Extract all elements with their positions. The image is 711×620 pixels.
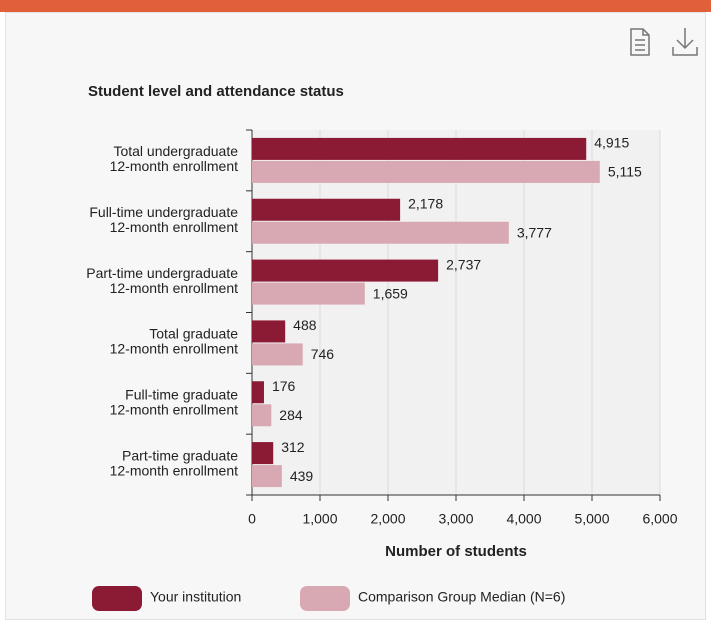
- legend-label: Comparison Group Median (N=6): [358, 589, 565, 605]
- value-label: 176: [272, 378, 296, 394]
- value-label: 3,777: [517, 224, 552, 240]
- x-tick-label: 3,000: [438, 511, 473, 527]
- y-tick-label: Total graduate: [149, 326, 238, 342]
- value-label: 2,178: [408, 195, 443, 211]
- y-tick-label: 12-month enrollment: [110, 462, 239, 478]
- x-tick-label: 6,000: [642, 511, 677, 527]
- legend-swatch: [92, 586, 142, 611]
- bar: [252, 282, 365, 305]
- bar: [252, 320, 286, 343]
- value-label: 5,115: [608, 164, 642, 180]
- bar: [252, 465, 282, 488]
- value-label: 1,659: [373, 285, 408, 301]
- y-tick-label: Full-time undergraduate: [89, 204, 238, 220]
- x-tick-label: 1,000: [302, 511, 337, 527]
- y-tick-label: 12-month enrollment: [110, 219, 239, 235]
- value-label: 312: [281, 439, 305, 455]
- y-tick-label: 12-month enrollment: [110, 341, 239, 357]
- value-label: 2,737: [446, 256, 481, 272]
- bar: [252, 343, 303, 366]
- download-icon[interactable]: [672, 28, 698, 56]
- x-axis-title: Number of students: [385, 543, 527, 560]
- value-label: 746: [311, 346, 335, 362]
- y-tick-label: Full-time graduate: [125, 386, 238, 402]
- bar: [252, 137, 587, 160]
- bar: [252, 160, 600, 183]
- legend-swatch: [300, 586, 350, 611]
- y-tick-label: 12-month enrollment: [110, 401, 239, 417]
- legend-label: Your institution: [150, 589, 241, 605]
- y-tick-label: Part-time undergraduate: [86, 265, 238, 281]
- y-tick-label: Total undergraduate: [113, 143, 238, 159]
- x-tick-label: 0: [248, 511, 256, 527]
- bar: [252, 404, 272, 427]
- y-tick-label: 12-month enrollment: [110, 280, 239, 296]
- x-tick-label: 4,000: [506, 511, 541, 527]
- chart-title: Student level and attendance status: [88, 83, 344, 100]
- y-tick-label: Part-time graduate: [122, 447, 238, 463]
- table-icon[interactable]: [630, 28, 650, 56]
- value-label: 4,915: [594, 135, 629, 151]
- bar: [252, 259, 439, 282]
- value-label: 488: [293, 317, 317, 333]
- x-tick-label: 2,000: [370, 511, 405, 527]
- x-tick-label: 5,000: [574, 511, 609, 527]
- bar: [252, 442, 274, 465]
- bar: [252, 221, 509, 244]
- y-tick-label: 12-month enrollment: [110, 158, 239, 174]
- bar: [252, 198, 401, 221]
- bar: [252, 381, 264, 404]
- top-bar: [0, 0, 711, 12]
- value-label: 439: [290, 468, 314, 484]
- value-label: 284: [279, 407, 303, 423]
